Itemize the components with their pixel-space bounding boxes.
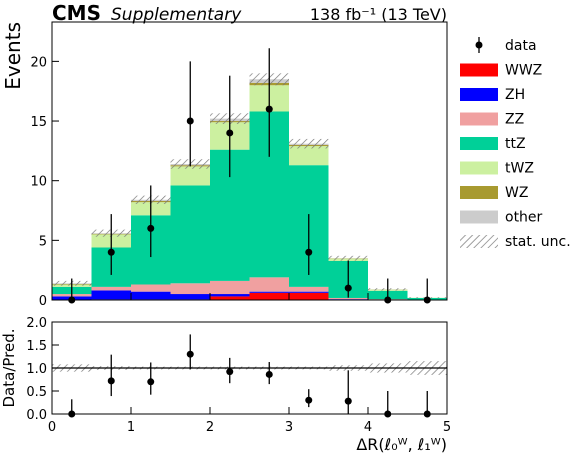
stack-bar xyxy=(91,286,131,291)
data-point xyxy=(344,284,352,292)
data-point xyxy=(344,397,352,405)
y-tick-label: 0 xyxy=(39,294,47,309)
lumi: 138 fb⁻¹ (13 TeV) xyxy=(310,5,447,24)
legend-label: tWZ xyxy=(505,161,534,177)
stack-bar xyxy=(170,294,210,300)
stack-bar xyxy=(91,290,131,300)
x-axis-label: ΔR(ℓ₀ᵂ, ℓ₁ᵂ) xyxy=(356,435,447,454)
legend-label: stat. unc. xyxy=(505,234,571,250)
stack-bar xyxy=(170,166,210,186)
legend-swatch xyxy=(460,210,498,224)
data-point xyxy=(186,350,194,358)
legend-label: other xyxy=(505,210,543,226)
data-point xyxy=(305,248,313,256)
stack-bar xyxy=(210,280,250,295)
data-point xyxy=(265,105,273,113)
x-tick-label: 4 xyxy=(364,420,372,435)
data-point xyxy=(107,377,115,385)
stack-bar xyxy=(170,283,210,295)
plot-frame xyxy=(51,21,448,301)
stack-bar xyxy=(210,296,250,300)
legend-swatch xyxy=(460,137,498,150)
y-axis-label: Events xyxy=(1,22,25,90)
stack-bar xyxy=(328,297,368,300)
legend-label: ttZ xyxy=(505,136,526,152)
legend-swatch xyxy=(460,186,498,199)
stack-bar xyxy=(210,294,250,297)
data-point xyxy=(226,129,234,137)
stack-bar xyxy=(289,146,329,166)
y-tick-label: 0.0 xyxy=(26,408,47,423)
y-tick-label: 2.0 xyxy=(26,316,47,331)
stack-bar xyxy=(249,277,289,292)
stat-unc-band xyxy=(289,138,329,149)
data-point xyxy=(186,117,194,125)
legend-marker xyxy=(475,41,483,49)
stack-bar xyxy=(289,292,329,300)
legend-label: ZH xyxy=(505,87,525,103)
stack-bar xyxy=(170,185,210,284)
stack-bar xyxy=(131,291,171,300)
stack-bar xyxy=(131,284,171,292)
y-tick-label: 1.0 xyxy=(26,362,47,377)
legend-swatch xyxy=(460,161,498,175)
ratio-y-axis-label: Data/Pred. xyxy=(0,328,18,407)
legend-swatch xyxy=(460,63,498,77)
y-tick-label: 0.5 xyxy=(26,385,47,400)
y-tick-label: 15 xyxy=(30,115,47,130)
data-point xyxy=(265,370,273,378)
y-tick-label: 20 xyxy=(30,55,47,70)
x-tick-label: 3 xyxy=(285,420,293,435)
data-point xyxy=(226,368,234,376)
y-tick-label: 10 xyxy=(30,175,47,190)
data-point xyxy=(147,224,155,232)
legend-swatch xyxy=(460,88,498,101)
data-point xyxy=(305,396,313,404)
x-tick-label: 2 xyxy=(206,420,214,435)
legend-label: WWZ xyxy=(505,63,542,79)
x-tick-label: 0 xyxy=(48,420,56,435)
stack-bar xyxy=(289,291,329,293)
legend-swatch xyxy=(460,112,498,126)
stat-unc-band xyxy=(328,255,368,261)
stack-bar xyxy=(249,292,289,300)
data-point xyxy=(147,378,155,386)
plot-frame xyxy=(51,321,448,415)
x-tick-label: 1 xyxy=(127,420,135,435)
legend-label: ZZ xyxy=(505,112,524,128)
y-tick-label: 5 xyxy=(39,234,47,249)
experiment: CMS xyxy=(52,1,101,25)
legend-label: WZ xyxy=(505,185,528,201)
label: Supplementary xyxy=(111,5,242,25)
x-tick-label: 5 xyxy=(443,420,451,435)
legend-label: data xyxy=(505,38,537,54)
legend-swatch xyxy=(460,235,498,248)
stack-bar xyxy=(249,291,289,293)
y-tick-label: 1.5 xyxy=(26,339,47,354)
data-point xyxy=(107,248,115,256)
stack-bar xyxy=(328,299,368,300)
stack-bar xyxy=(289,286,329,292)
